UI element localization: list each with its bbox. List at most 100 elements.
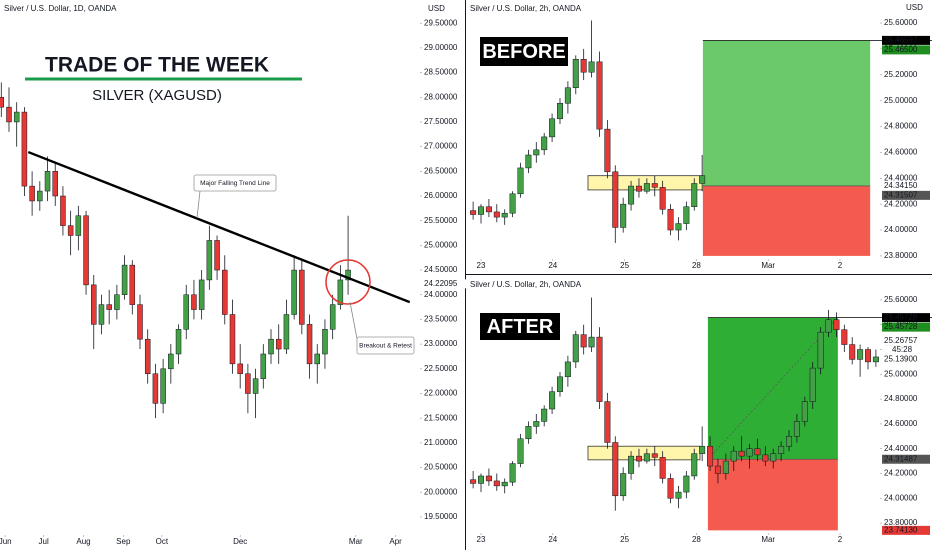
candle-body bbox=[470, 479, 477, 484]
candle-body bbox=[564, 87, 571, 104]
plot-area bbox=[470, 297, 879, 531]
price-tag bbox=[422, 279, 470, 289]
annotation-box bbox=[193, 174, 277, 192]
chart-pane: 29.50000 29.00000 28.50000 28.00000 27.50000… bbox=[0, 4, 470, 546]
x-tick-label: Aug bbox=[76, 537, 90, 546]
chart-title: Silver / U.S. Dollar, 2h, OANDA bbox=[470, 280, 582, 289]
price-tag-label: 24.31507 bbox=[884, 190, 918, 199]
price-tag-label: 25.45728 bbox=[884, 313, 918, 322]
candle-body bbox=[825, 319, 832, 333]
candle-body bbox=[168, 353, 174, 370]
x-tick-label: Mar bbox=[761, 535, 775, 544]
y-tick-label: 26.50000 bbox=[424, 166, 458, 175]
trade-path bbox=[707, 317, 839, 460]
candle-body bbox=[175, 329, 182, 355]
candle-body bbox=[501, 481, 508, 487]
candle-body bbox=[37, 190, 43, 202]
x-tick-label: 28 bbox=[692, 535, 701, 544]
candle-body bbox=[0, 97, 5, 108]
candle-body bbox=[730, 450, 737, 462]
annotation-connector bbox=[349, 301, 359, 345]
breakout-circle bbox=[325, 259, 371, 305]
x-tick-label: Sep bbox=[116, 537, 131, 546]
plot-area bbox=[470, 20, 871, 256]
candle-body bbox=[541, 136, 548, 151]
candle-body bbox=[762, 454, 769, 462]
candle-body bbox=[517, 167, 524, 195]
candle-body bbox=[291, 269, 297, 315]
candle-body bbox=[580, 59, 587, 73]
y-tick-label: 29.50000 bbox=[424, 18, 458, 27]
candle-body bbox=[493, 211, 500, 218]
candle-body bbox=[191, 294, 197, 310]
candle-body bbox=[222, 269, 228, 315]
candle-body bbox=[596, 61, 603, 130]
y-tick-label: 19.50000 bbox=[424, 512, 458, 521]
candle-body bbox=[6, 106, 12, 123]
price-tag bbox=[882, 181, 930, 191]
price-tag-label: 25.45728 bbox=[884, 322, 918, 331]
candle-body bbox=[485, 475, 492, 482]
candle-body bbox=[833, 319, 840, 330]
countdown-bg bbox=[882, 345, 930, 355]
candle-body bbox=[137, 304, 143, 340]
y-tick-label: 25.00000 bbox=[884, 96, 918, 105]
candle-body bbox=[98, 304, 105, 325]
candle-body bbox=[659, 187, 666, 210]
candle-body bbox=[643, 183, 650, 192]
y-tick-label: 25.50000 bbox=[424, 216, 458, 225]
y-tick-label: 25.20000 bbox=[884, 70, 918, 79]
x-tick-label: Dec bbox=[233, 537, 247, 546]
x-tick-label: Jun bbox=[0, 537, 12, 546]
y-tick-label: 24.40000 bbox=[884, 173, 918, 182]
candle-body bbox=[501, 212, 508, 218]
x-tick-label: Oct bbox=[156, 537, 169, 546]
candle-body bbox=[722, 460, 729, 474]
y-tick-label: 25.00000 bbox=[424, 240, 458, 249]
candle-body bbox=[675, 223, 682, 231]
candle-body bbox=[849, 344, 856, 360]
candle-body bbox=[628, 185, 635, 205]
candle-body bbox=[21, 111, 28, 187]
x-tick-label: 2 bbox=[838, 535, 843, 544]
candle-body bbox=[485, 206, 492, 213]
candle-body bbox=[691, 453, 698, 477]
candle-body bbox=[283, 314, 290, 350]
candle-body bbox=[337, 279, 344, 305]
y-tick-label: 24.40000 bbox=[884, 444, 918, 453]
profit-zone bbox=[702, 40, 871, 186]
candle-body bbox=[572, 59, 579, 88]
candle-body bbox=[549, 118, 556, 138]
price-tag bbox=[882, 313, 930, 323]
price-tag bbox=[882, 35, 930, 45]
y-tick-label: 24.00000 bbox=[884, 225, 918, 234]
candle-body bbox=[470, 210, 477, 215]
candle-body bbox=[509, 193, 516, 214]
y-tick-label: 24.60000 bbox=[884, 419, 918, 428]
candle-body bbox=[635, 455, 642, 462]
candle-body bbox=[52, 171, 58, 197]
candle-body bbox=[612, 171, 619, 228]
y-tick-label: 23.80000 bbox=[884, 518, 918, 527]
candle-body bbox=[857, 349, 864, 360]
candle-body bbox=[260, 353, 267, 379]
y-tick-label: 24.80000 bbox=[884, 122, 918, 131]
y-tick-label: 27.00000 bbox=[424, 142, 458, 151]
y-tick-label: 23.50000 bbox=[424, 315, 458, 324]
price-tag-label: 25.46597 bbox=[884, 36, 918, 45]
annotation: Major Falling Trend Line bbox=[200, 180, 270, 187]
plot-area bbox=[0, 82, 411, 419]
candle-body bbox=[478, 475, 485, 484]
chart-title: Silver / U.S. Dollar, 1D, OANDA bbox=[4, 4, 117, 13]
trend-line bbox=[27, 150, 411, 304]
y-tick-label: 24.00000 bbox=[884, 493, 918, 502]
price-tag bbox=[882, 322, 930, 332]
candle-body bbox=[699, 175, 706, 184]
y-tick-label: 28.50000 bbox=[424, 68, 458, 77]
price-tag-label: 25.26757 bbox=[884, 336, 918, 345]
candle-body bbox=[533, 149, 540, 156]
candle-body bbox=[580, 334, 587, 348]
chart-pane: 25.6000025.4000025.2000025.0000024.80000… bbox=[470, 280, 932, 544]
candle-body bbox=[675, 491, 682, 499]
